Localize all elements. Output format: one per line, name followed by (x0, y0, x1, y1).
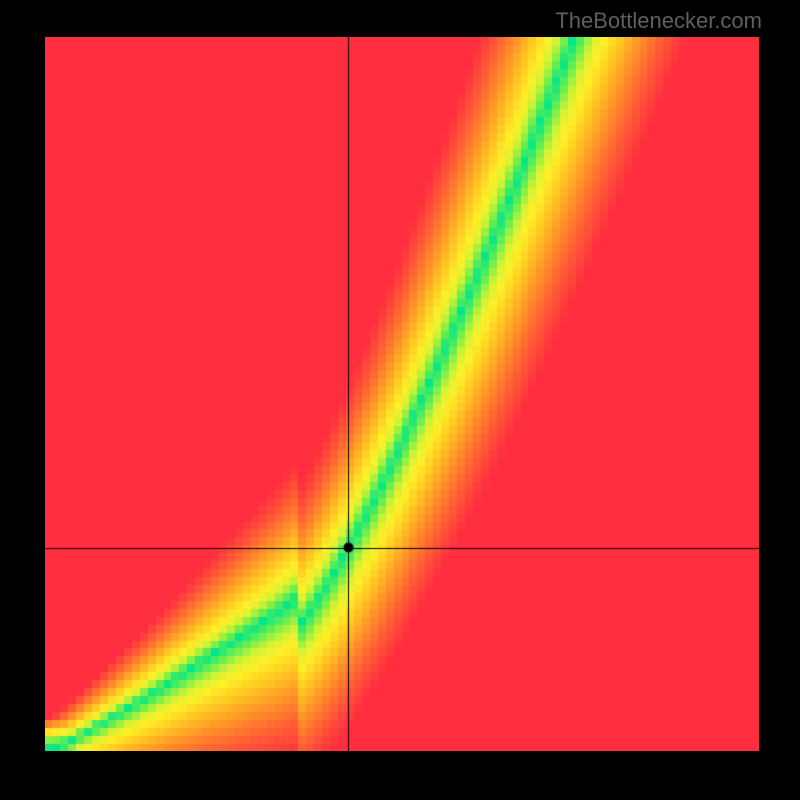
chart-container: TheBottlenecker.com (0, 0, 800, 800)
bottleneck-heatmap-canvas (45, 37, 759, 751)
watermark-text: TheBottlenecker.com (555, 8, 762, 34)
